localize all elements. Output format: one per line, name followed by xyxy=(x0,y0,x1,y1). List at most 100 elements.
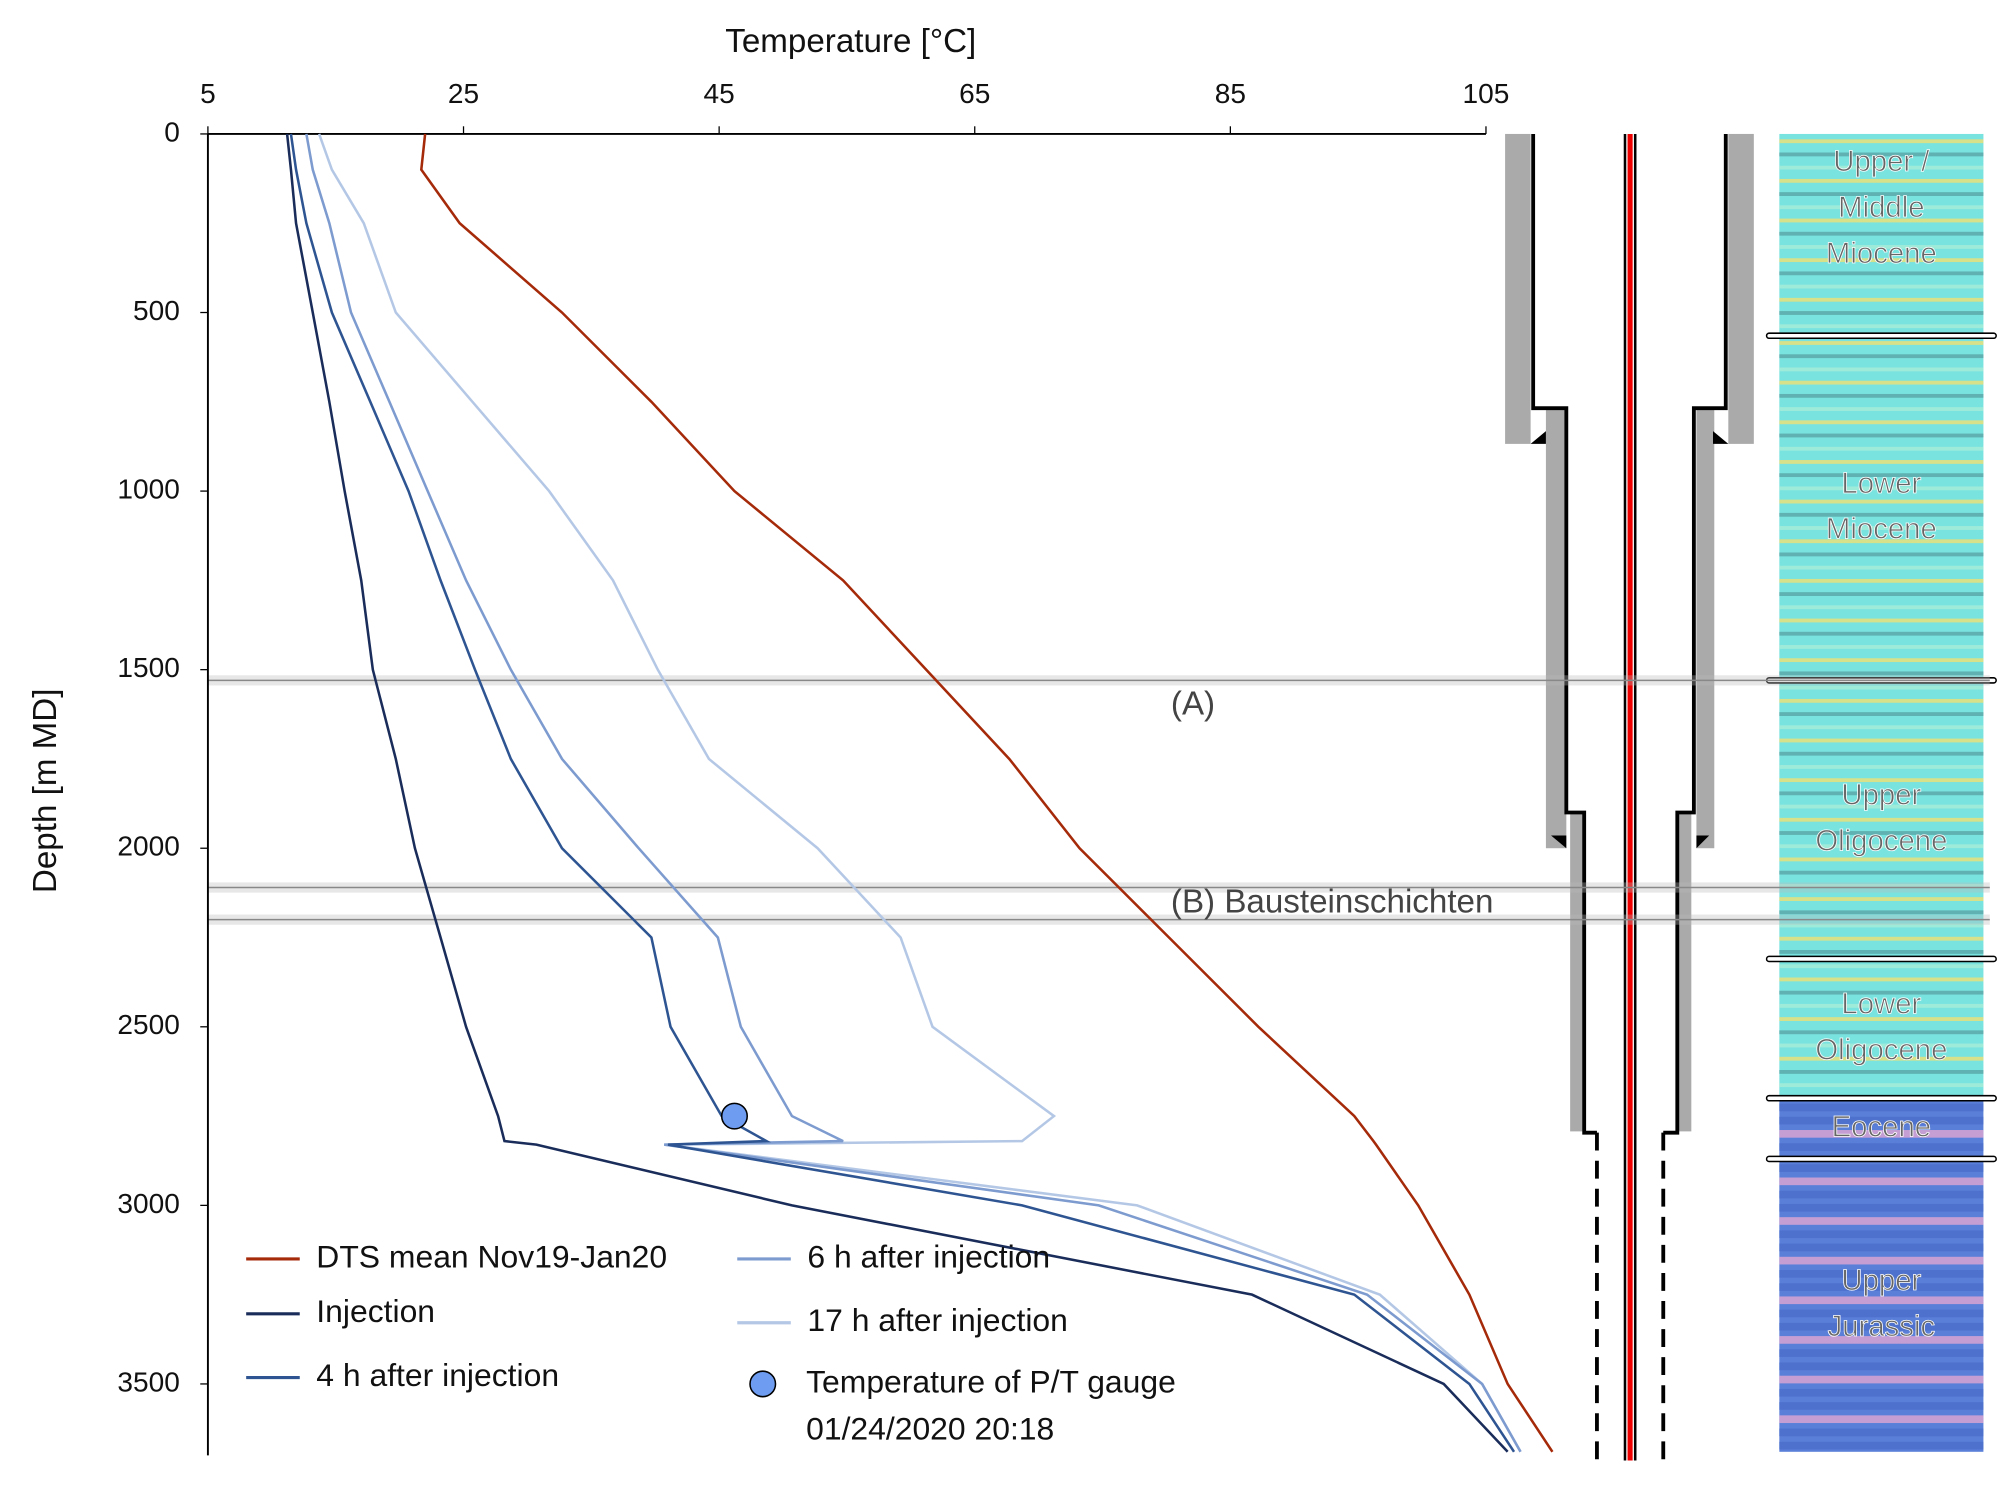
formation-stripe xyxy=(1779,1349,1984,1357)
formation-label: Lower xyxy=(1841,987,1921,1020)
formation-stripe xyxy=(1779,165,1984,170)
formation-stripe xyxy=(1779,139,1984,144)
formation-stripe xyxy=(1779,685,1984,690)
formation-label: Middle xyxy=(1838,191,1924,224)
formation-stripe xyxy=(1779,1296,1984,1305)
formation-stripe xyxy=(1779,367,1984,372)
formation-stripe xyxy=(1779,1070,1984,1074)
legend-label: 17 h after injection xyxy=(807,1302,1067,1338)
series-line xyxy=(285,133,1509,1453)
formation-label: Jurassic xyxy=(1828,1310,1936,1343)
formation-stripe xyxy=(1779,1336,1984,1344)
formation-stripe xyxy=(1779,1083,1984,1088)
formation-stripe xyxy=(1779,1283,1984,1291)
formation-stripe xyxy=(1779,297,1984,302)
stratigraphy-column: Upper / Middle Miocene Lower Miocene Upper Oli… xyxy=(1765,133,1997,1452)
formation-stripe xyxy=(1779,1003,1984,1008)
formation-stripe xyxy=(1779,738,1984,743)
formation-stripe xyxy=(1779,1388,1984,1397)
legend-swatch xyxy=(749,1370,777,1398)
formation-stripe xyxy=(1779,870,1984,875)
formation-stripe xyxy=(1779,831,1984,835)
x-axis-title: Temperature [°C] xyxy=(725,23,976,60)
formation-stripe xyxy=(1779,552,1984,557)
y-tick-label: 1500 xyxy=(117,652,179,683)
formation-stripe xyxy=(1779,936,1984,941)
formation-label: Oligocene xyxy=(1815,824,1947,857)
formation-stripe xyxy=(1779,1143,1984,1151)
formation-label: Upper xyxy=(1841,1264,1921,1297)
legend-label: DTS mean Nov19-Jan20 xyxy=(316,1238,667,1274)
formation-stripe xyxy=(1779,324,1984,329)
formation-stripe xyxy=(1779,284,1984,289)
formation-stripe xyxy=(1779,499,1984,504)
x-tick-label: 5 xyxy=(200,78,216,109)
formation-stripe xyxy=(1779,1441,1984,1450)
formation-stripe xyxy=(1779,1428,1984,1437)
formation-stripe xyxy=(1779,341,1984,345)
formation-stripe xyxy=(1779,1056,1984,1061)
formation-label: Upper / xyxy=(1833,145,1930,178)
series-line xyxy=(317,133,1522,1453)
formation-stripe xyxy=(1779,565,1984,570)
formation-stripe xyxy=(1779,1030,1984,1035)
formation-label: Miocene xyxy=(1826,513,1937,546)
formation-boundary xyxy=(1765,1155,1997,1163)
formation-stripe xyxy=(1779,311,1984,315)
formation-stripe xyxy=(1779,857,1984,862)
y-axis-title: Depth [m MD] xyxy=(27,689,64,894)
legend-label: Injection xyxy=(316,1293,435,1329)
formation-label: Eocene xyxy=(1832,1110,1931,1143)
formation-stripe xyxy=(1779,1164,1984,1172)
formation-stripe xyxy=(1779,712,1984,716)
y-tick-label: 2500 xyxy=(117,1009,179,1040)
formation-stripe xyxy=(1779,218,1984,223)
formation-stripe xyxy=(1779,990,1984,995)
formation-stripe xyxy=(1779,258,1984,263)
x-tick-label: 25 xyxy=(448,78,479,109)
formation-stripe xyxy=(1779,486,1984,491)
formation-label: Oligocene xyxy=(1815,1033,1947,1066)
formation-stripe xyxy=(1779,512,1984,517)
formation-stripe xyxy=(1779,910,1984,915)
plot-area: (A) (B) Bausteinschichten 5 25 45 65 85 105 0 500… xyxy=(117,78,1990,1456)
formation-stripe xyxy=(1779,964,1984,969)
formation-stripe xyxy=(1779,605,1984,610)
well-schematic xyxy=(1505,133,1754,1461)
formation-stripe xyxy=(1779,923,1984,928)
formation-stripe xyxy=(1779,1043,1984,1048)
formation-stripe xyxy=(1779,1309,1984,1318)
formation-stripe xyxy=(1779,1270,1984,1278)
y-tick-label: 0 xyxy=(164,116,180,147)
formation-stripe xyxy=(1779,671,1984,676)
x-tick-label: 105 xyxy=(1463,78,1510,109)
series-line xyxy=(419,133,1554,1453)
formation-stripe xyxy=(1779,658,1984,663)
formation-stripe xyxy=(1779,645,1984,649)
formation-stripe xyxy=(1779,578,1984,583)
formation-stripe xyxy=(1779,354,1984,359)
formation-stripe xyxy=(1779,245,1984,249)
formation-label: Upper xyxy=(1841,778,1921,811)
formation-stripe xyxy=(1779,1190,1984,1199)
formation-stripe xyxy=(1779,883,1984,888)
formation-stripe xyxy=(1779,205,1984,210)
formation-fill xyxy=(1779,958,1984,1099)
formation-stripe xyxy=(1779,1203,1984,1212)
formation-stripe xyxy=(1779,1243,1984,1252)
formation-boundary xyxy=(1765,1094,1997,1102)
formation-stripe xyxy=(1779,473,1984,478)
formation-stripe xyxy=(1779,698,1984,703)
formation-stripe xyxy=(1779,231,1984,236)
formation-stripe xyxy=(1779,1116,1984,1125)
series-line xyxy=(305,133,1522,1453)
formation-label: Miocene xyxy=(1826,237,1937,270)
gauge-point xyxy=(720,1102,748,1130)
formation-stripe xyxy=(1779,618,1984,623)
formation-stripe xyxy=(1779,751,1984,756)
x-tick-label: 85 xyxy=(1215,78,1246,109)
formation-stripe xyxy=(1779,526,1984,530)
formation-stripe xyxy=(1779,1322,1984,1331)
formation-stripe xyxy=(1779,380,1984,385)
